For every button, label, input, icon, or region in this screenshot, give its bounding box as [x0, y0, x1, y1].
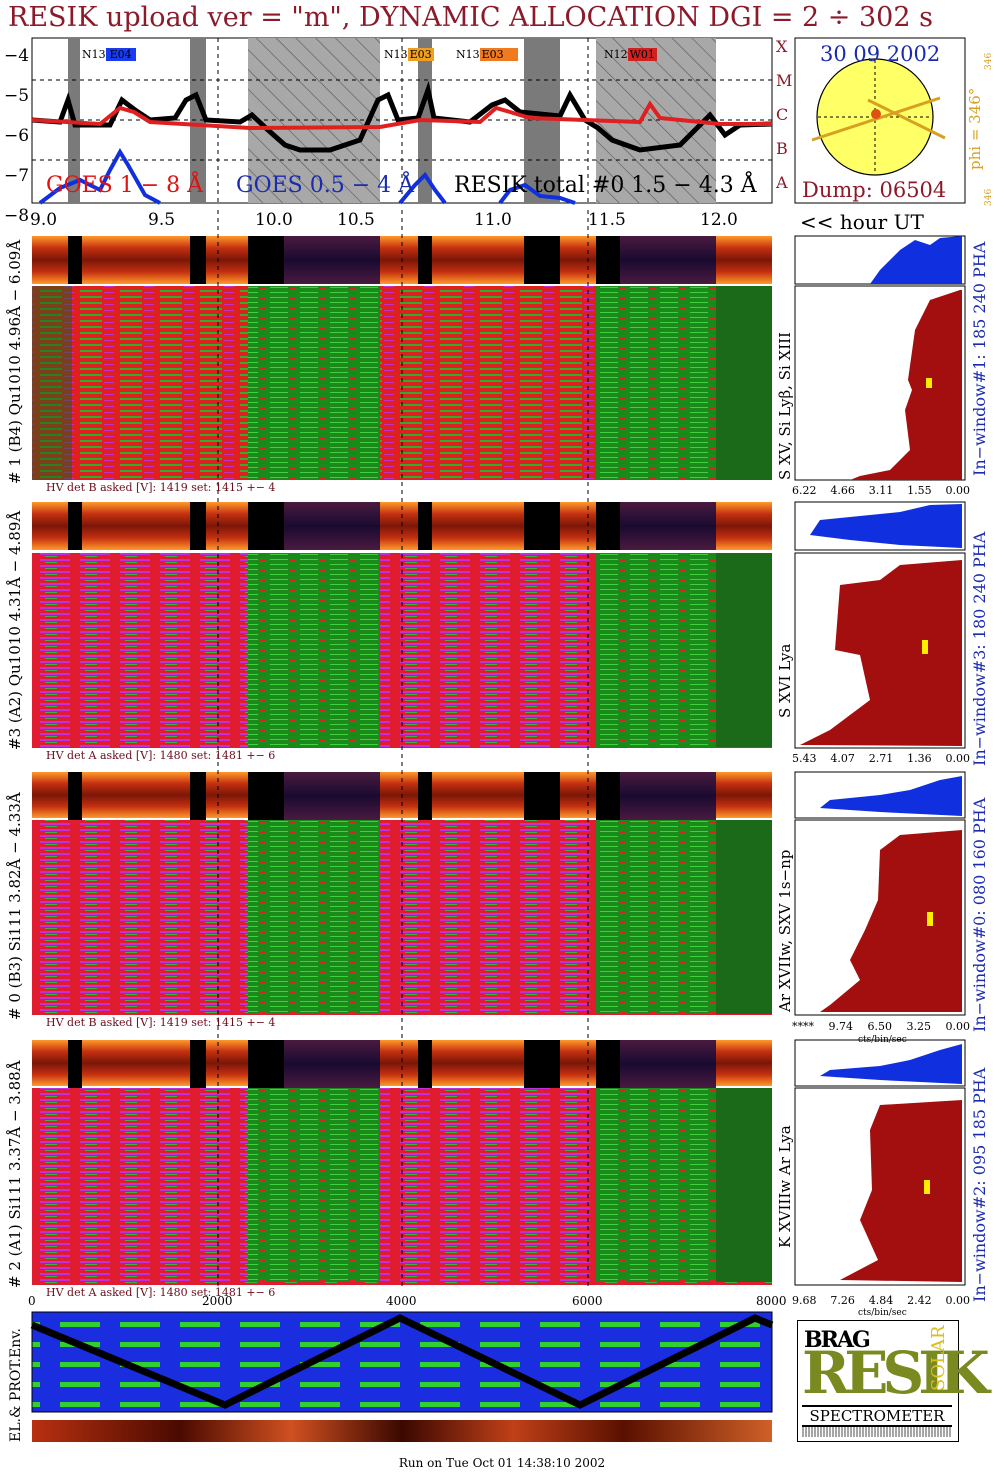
line-label: S XV, Si Lyβ, Si XIII: [776, 332, 794, 480]
hist-ticks: 6.22 4.66 3.11 1.55 0.00: [792, 484, 970, 497]
resik-logo: BRAG RESIK SOLAR SPECTROMETER: [797, 1320, 990, 1442]
legend-goes-long: GOES 1 − 8 Å: [46, 173, 204, 198]
legend-resik-total: RESIK total #0 1.5 − 4.3 Å: [454, 173, 757, 198]
region-label: N12 W01: [604, 48, 657, 61]
hv-label: HV det A asked [V]: 1480 set: 1481 +− 6: [46, 1286, 276, 1299]
orbit-tick: 2000: [202, 1294, 233, 1308]
hv-label: HV det B asked [V]: 1419 set: 1415 +− 4: [46, 1016, 276, 1029]
line-label: K XVIIIw Ar Lya: [776, 1125, 794, 1248]
cts-label-upper: cts/bin/sec: [858, 1035, 907, 1045]
time-unit-label: << hour UT: [800, 210, 924, 234]
panel-label: # 2 (A1) Si111 3.37Å − 3.88Å: [6, 1060, 24, 1288]
orbit-tick: 6000: [572, 1294, 603, 1308]
window-label: In−window#3: 180 240 PHA: [970, 531, 989, 766]
hist-ticks: 9.68 7.26 4.84 2.42 0.00: [792, 1294, 970, 1307]
lightcurve-yticks: −4 −5 −6 −7 −8: [4, 36, 29, 236]
cts-label: cts/bin/sec: [858, 1308, 907, 1318]
hist-ticks: 5.43 4.07 2.71 1.36 0.00: [792, 752, 970, 765]
xtick: 10.5: [337, 210, 375, 230]
xtick: 11.5: [588, 210, 626, 230]
ytick: −5: [4, 86, 30, 106]
footer-run-info: Run on Tue Oct 01 14:38:10 2002: [398, 1456, 606, 1470]
window-label: In−window#1: 185 240 PHA: [970, 241, 989, 476]
dump-label: Dump: 06504: [802, 178, 947, 202]
page-title: RESIK upload ver = "m", DYNAMIC ALLOCATI…: [8, 2, 933, 33]
sun-date: 30 09 2002: [820, 42, 941, 66]
hv-label: HV det A asked [V]: 1480 set: 1481 +− 6: [46, 749, 276, 762]
orbit-tick: 4000: [386, 1294, 417, 1308]
phi-small: 346: [984, 52, 994, 70]
goes-long-curve: [31, 100, 772, 131]
orbit-label: EL.& PROT.Env.: [8, 1328, 24, 1442]
xtick: 10.0: [255, 210, 293, 230]
phi-small: 346: [984, 188, 994, 206]
goes-short-curve: [38, 148, 576, 205]
panel-label: # 0 (B3) Si111 3.82Å − 4.33Å: [6, 792, 24, 1020]
region-label: N13 E03: [384, 48, 434, 61]
xtick: 9.5: [148, 210, 176, 230]
window-label: In−window#0: 080 160 PHA: [970, 797, 989, 1032]
phi-label: phi = 346°: [966, 87, 984, 170]
legend-goes-short: GOES 0.5 − 4 Å: [236, 173, 415, 198]
ytick: −7: [4, 166, 30, 186]
xtick: 12.0: [700, 210, 738, 230]
xtick: 11.0: [474, 210, 512, 230]
region-label: N13 E03: [456, 48, 518, 61]
spectrogram-overlays: [32, 236, 772, 1282]
orbit-panel: [31, 1311, 773, 1413]
orbit-tick: 0: [28, 1294, 36, 1308]
ytick: −8: [4, 206, 30, 226]
xtick: 9.0: [30, 210, 58, 230]
hv-label: HV det B asked [V]: 1419 set: 1415 +− 4: [46, 481, 276, 494]
ytick: −6: [4, 126, 30, 146]
ytick: −4: [4, 46, 30, 66]
orbit-tick: 8000: [756, 1294, 787, 1308]
panel-label: #3 (A2) Qu1010 4.31Å − 4.89Å: [6, 510, 24, 750]
window-label: In−window#2: 095 185 PHA: [970, 1067, 989, 1302]
orbit-track: [30, 1314, 774, 1409]
line-label: Ar XVIIw, SXV 1s−np: [776, 849, 794, 1012]
logo-main: RESIK: [802, 1339, 990, 1407]
pha-histograms: [794, 235, 966, 1286]
goes-class-letters: X M C B A: [776, 37, 793, 192]
region-label: N13 E04: [82, 48, 136, 61]
flare-location: [871, 109, 881, 119]
hist-ticks: **** 9.74 6.50 3.25 0.00: [792, 1020, 970, 1033]
line-label: S XVI Lya: [776, 643, 794, 718]
bottom-strip: [32, 1420, 772, 1442]
panel-label: # 1 (B4) Qu1010 4.96Å − 6.09Å: [6, 239, 24, 484]
